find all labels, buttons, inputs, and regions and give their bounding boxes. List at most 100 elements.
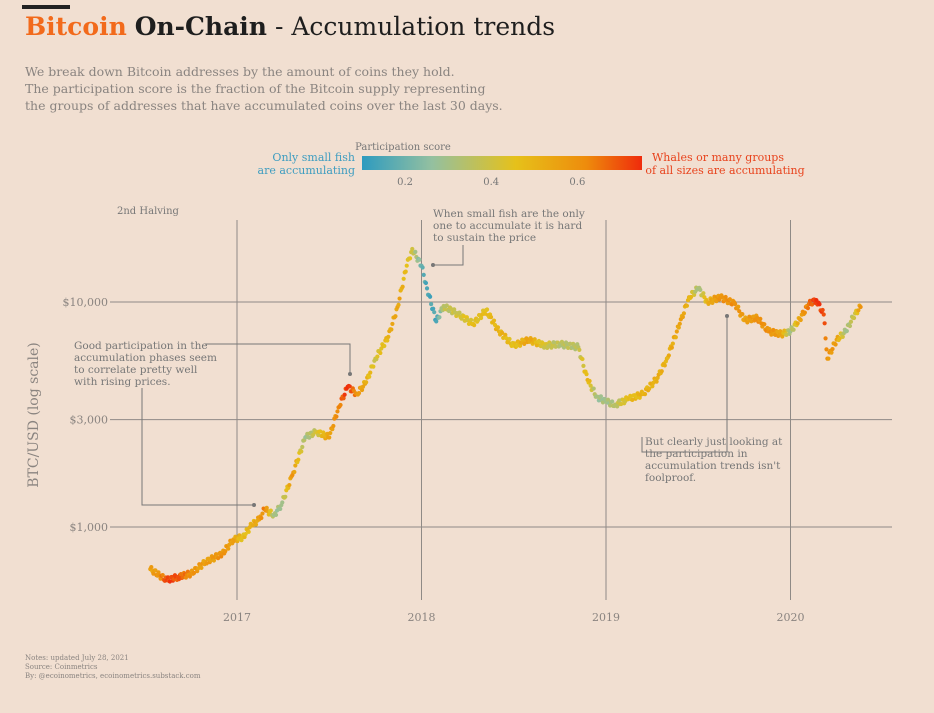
annotation-small-fish: When small fish are the only one to accu… — [431, 208, 585, 267]
data-point — [431, 306, 436, 311]
data-point — [791, 327, 796, 332]
data-point — [848, 319, 854, 324]
data-point — [396, 302, 401, 308]
data-point — [476, 317, 481, 323]
annotation-small-fish-line: When small fish are the only — [433, 208, 585, 220]
data-point — [630, 397, 635, 403]
data-point — [577, 347, 582, 353]
annotation-good-line: with rising prices. — [74, 376, 171, 388]
data-point — [243, 531, 248, 537]
data-point — [479, 315, 484, 321]
data-point — [327, 435, 332, 440]
data-point — [160, 572, 165, 578]
data-point — [378, 350, 383, 356]
data-point — [824, 347, 829, 352]
data-point — [403, 269, 408, 274]
annotation-good-line: Good participation in the — [74, 340, 208, 352]
data-point — [292, 469, 297, 475]
data-point — [211, 558, 217, 563]
data-point — [829, 350, 834, 355]
data-point — [259, 515, 264, 521]
data-point — [444, 303, 449, 308]
data-point — [503, 332, 508, 337]
data-point — [417, 257, 422, 262]
data-point — [507, 336, 512, 342]
annotation-leader-line — [641, 318, 728, 453]
data-point — [591, 386, 596, 391]
y-tick-label: $10,000 — [63, 296, 109, 309]
data-point — [782, 328, 787, 333]
data-point — [844, 328, 849, 334]
data-point — [410, 246, 415, 252]
footer: Notes: updated July 28, 2021 Source: Coi… — [25, 654, 201, 681]
subtitle-line: the groups of addresses that have accumu… — [25, 98, 503, 113]
data-point — [335, 409, 340, 414]
data-point — [659, 369, 664, 374]
y-tick-label: $1,000 — [70, 521, 109, 534]
data-point — [500, 330, 505, 335]
data-point — [264, 505, 269, 510]
footer-line: Source: Coinmetrics — [25, 663, 98, 671]
data-point — [655, 375, 660, 380]
legend-tick-label: 0.6 — [569, 177, 585, 188]
subtitle: We break down Bitcoin addresses by the a… — [25, 63, 545, 114]
data-point — [532, 337, 537, 342]
data-point — [296, 457, 301, 462]
data-point — [468, 317, 474, 322]
data-point — [680, 314, 685, 320]
data-point — [246, 529, 251, 534]
annotation-pointer-dot — [252, 503, 256, 507]
data-point — [587, 378, 592, 384]
data-point — [401, 276, 406, 281]
data-point — [472, 323, 477, 328]
data-point — [375, 354, 380, 359]
data-point — [407, 256, 413, 261]
subtitle-line: The participation score is the fraction … — [25, 81, 486, 96]
data-point — [488, 314, 494, 320]
data-point — [356, 391, 362, 396]
data-point — [684, 303, 690, 308]
data-point — [654, 379, 659, 384]
data-point — [551, 340, 556, 345]
data-point — [452, 307, 457, 312]
data-point — [260, 511, 265, 516]
data-point — [283, 494, 288, 499]
data-point — [432, 310, 437, 315]
data-point — [328, 430, 333, 436]
data-point — [368, 370, 373, 375]
halving-label: 2nd Halving — [117, 206, 180, 217]
data-point — [522, 341, 527, 346]
data-point — [580, 356, 585, 362]
x-tick-label: 2017 — [223, 611, 251, 624]
data-point — [826, 356, 831, 361]
data-point — [856, 308, 861, 313]
data-point — [389, 327, 394, 332]
data-point — [669, 345, 674, 350]
data-point — [647, 386, 652, 391]
data-point — [153, 568, 158, 573]
data-point — [334, 414, 339, 419]
data-point — [400, 284, 405, 289]
footer-line: Notes: updated July 28, 2021 — [25, 654, 129, 662]
data-point — [581, 363, 586, 368]
data-point — [338, 402, 343, 408]
title-onchain: On-Chain — [134, 12, 267, 41]
annotation-foolproof-line: the participation in — [645, 448, 748, 460]
legend-right-label: Whales or many groups — [652, 151, 784, 164]
data-point — [674, 329, 679, 334]
data-point — [710, 300, 715, 305]
data-point — [598, 394, 603, 399]
data-point — [723, 294, 728, 300]
data-point — [549, 345, 554, 350]
data-point — [457, 310, 462, 315]
annotation-not-foolproof: But clearly just looking at the particip… — [641, 314, 783, 484]
legend-left-label: are accumulating — [258, 164, 355, 177]
data-point — [191, 570, 197, 576]
data-point — [461, 313, 466, 319]
legend-tick-label: 0.4 — [483, 177, 499, 188]
data-point — [250, 523, 255, 528]
legend-tick-label: 0.2 — [397, 177, 413, 188]
data-point — [300, 444, 305, 450]
data-point — [642, 392, 648, 397]
footer-line: By: @ecoinometrics, ecoinometrics.substa… — [25, 672, 201, 680]
